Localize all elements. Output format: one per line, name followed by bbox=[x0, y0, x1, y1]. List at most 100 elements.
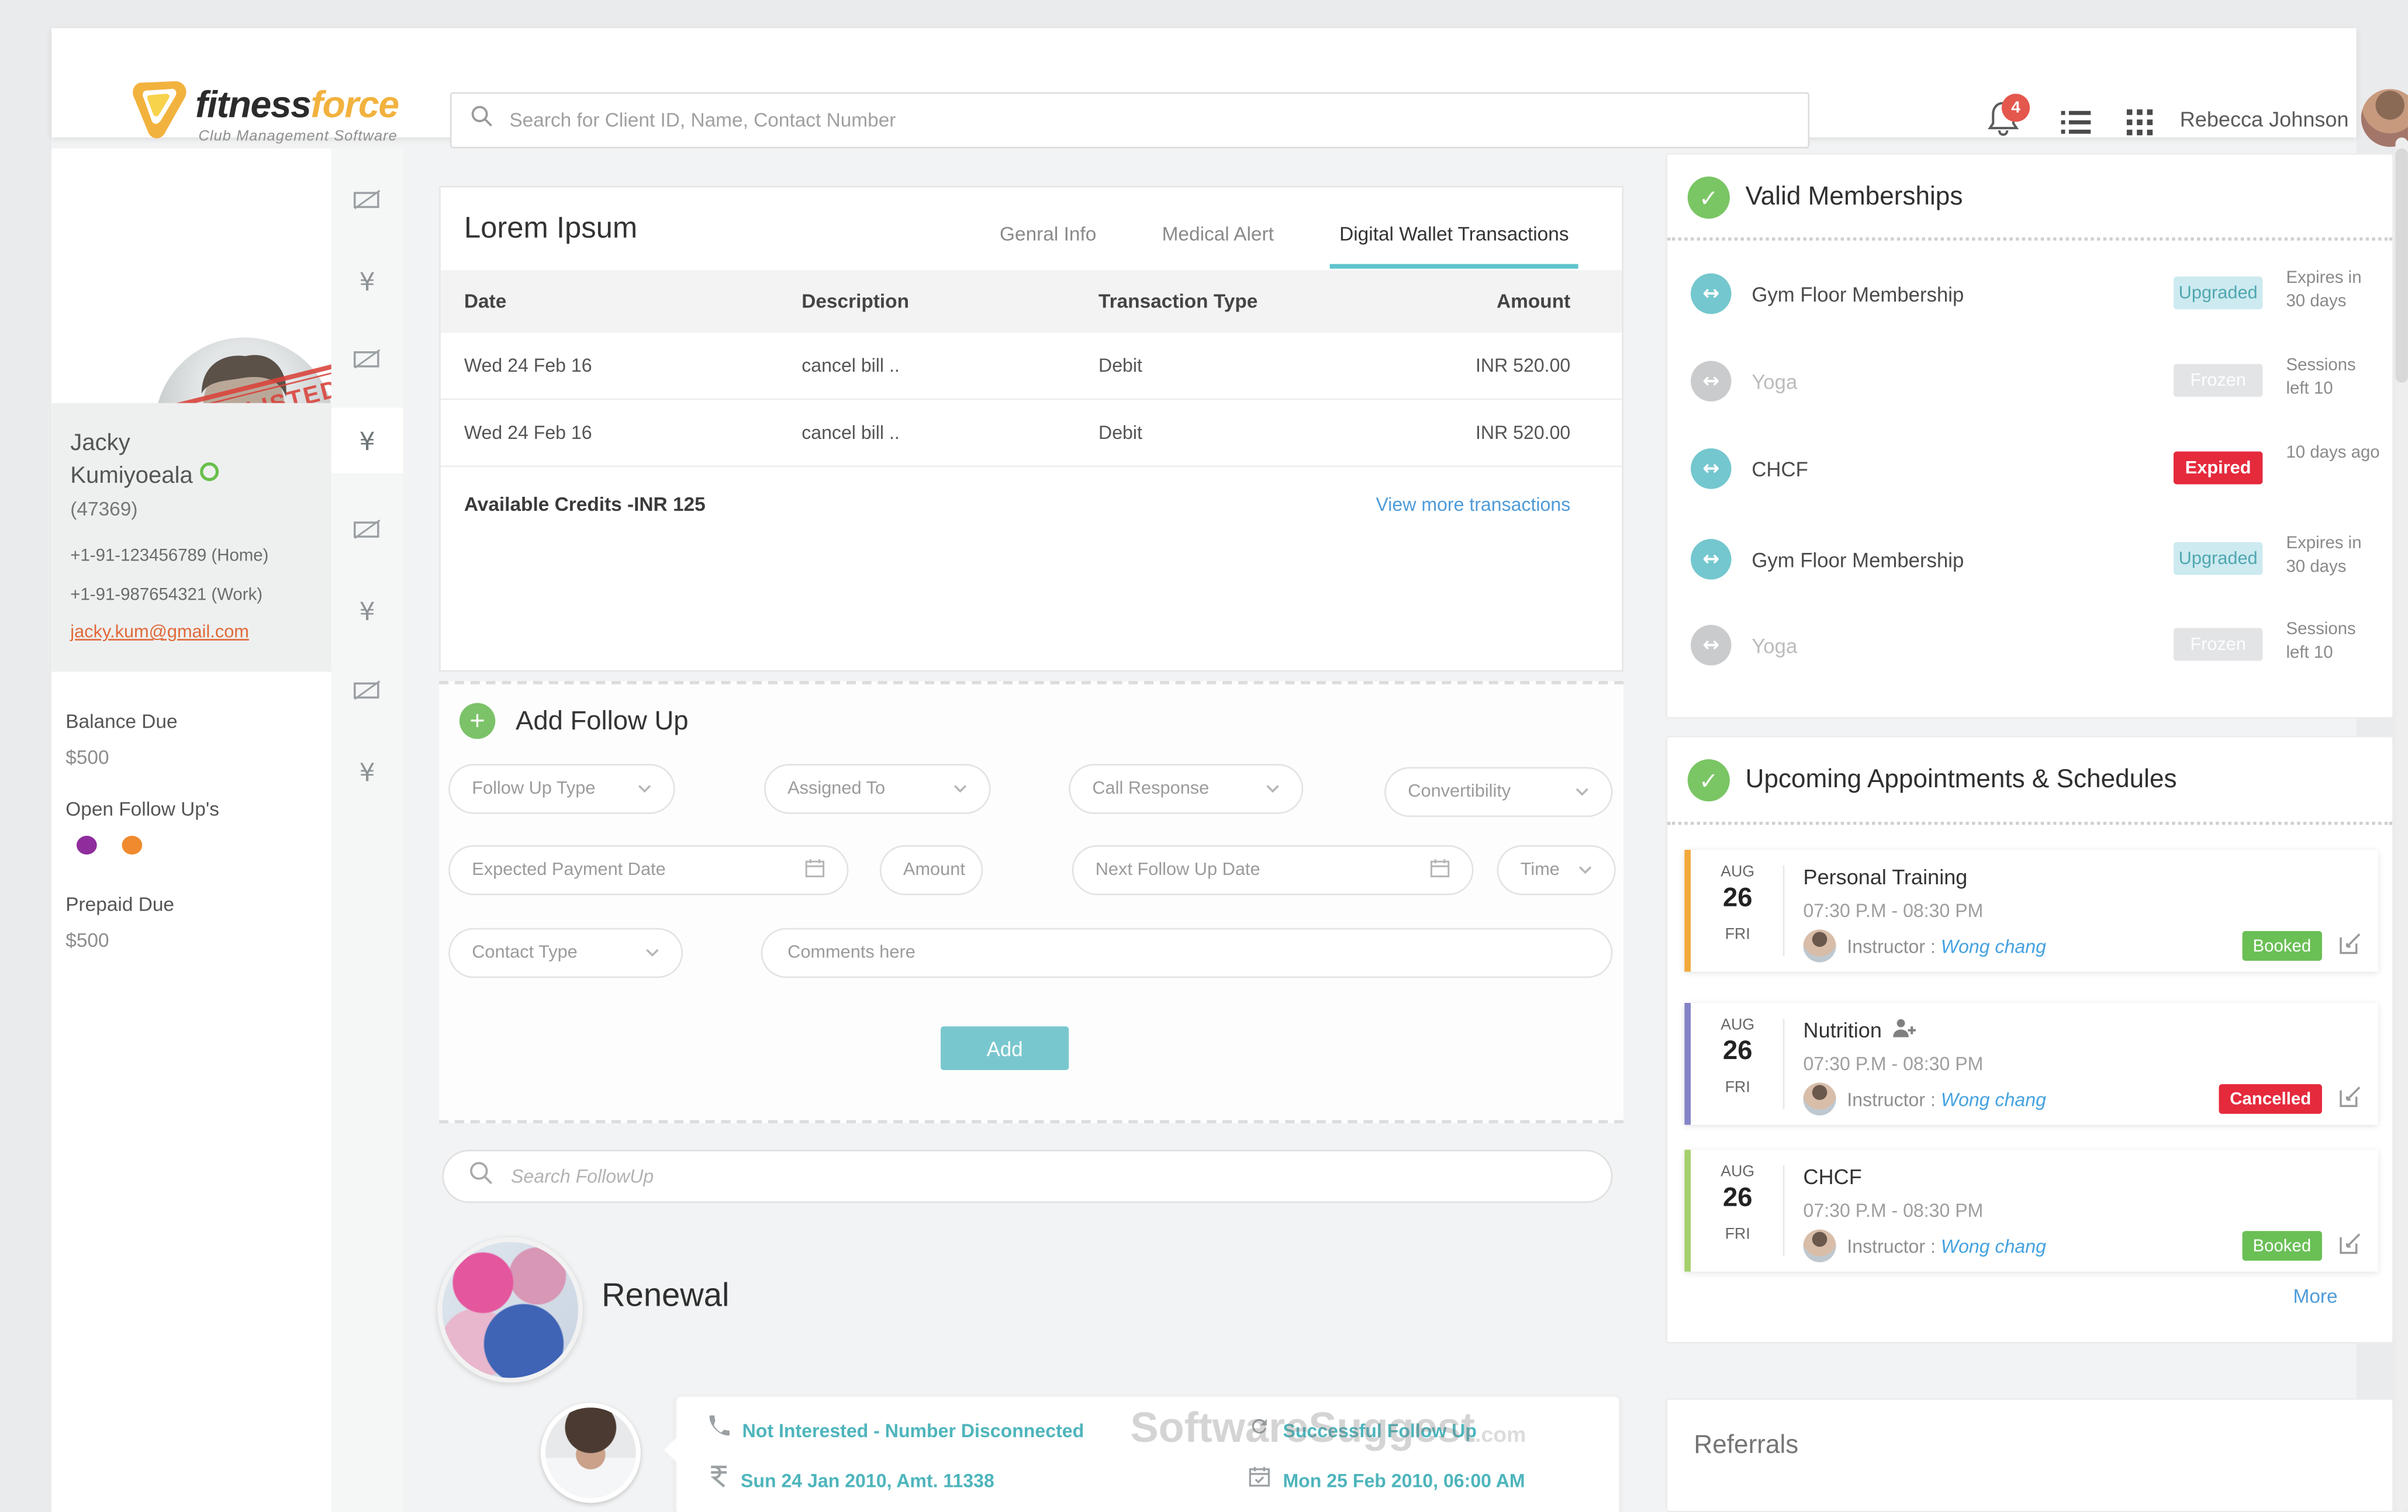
transfer-arrows-icon: ↔ bbox=[1691, 361, 1732, 402]
cell-date: Wed 24 Feb 16 bbox=[464, 421, 592, 444]
brand-name: fitnessforce bbox=[195, 84, 399, 128]
add-followup-button[interactable]: Add bbox=[941, 1026, 1069, 1070]
rail-card-disabled-icon-4[interactable] bbox=[331, 658, 403, 723]
followup-dot-purple[interactable] bbox=[76, 836, 97, 855]
appointment-name-text: Nutrition bbox=[1803, 1018, 1882, 1042]
edit-icon[interactable] bbox=[2339, 933, 2361, 963]
comments-field[interactable] bbox=[761, 928, 1613, 978]
chevron-down-icon bbox=[1578, 861, 1592, 880]
transfer-arrows-icon: ↔ bbox=[1691, 539, 1732, 580]
renewal-section-title: Renewal bbox=[602, 1278, 730, 1314]
client-details-card: Lorem Ipsum Genral Info Medical Alert Di… bbox=[439, 186, 1624, 672]
instructor-label: Instructor : bbox=[1847, 1089, 1941, 1111]
rail-payment-icon-2[interactable]: ¥ bbox=[331, 578, 403, 643]
table-header-row: Date Description Transaction Type Amount bbox=[440, 270, 1622, 333]
global-search[interactable] bbox=[450, 92, 1810, 148]
table-row[interactable]: Wed 24 Feb 16 cancel bill .. Debit INR 5… bbox=[440, 333, 1622, 400]
instructor-avatar bbox=[1803, 1229, 1836, 1262]
expected-payment-date-field[interactable]: Expected Payment Date bbox=[448, 845, 849, 895]
amount-label: Amount bbox=[903, 860, 965, 880]
appointment-status-badge: Booked bbox=[2241, 1231, 2322, 1261]
appointment-item[interactable]: AUG 26 FRI Nutrition 07:30 P.M - 08:30 P… bbox=[1684, 1003, 2379, 1125]
brand-logo-icon bbox=[130, 77, 189, 150]
followup-dot-orange[interactable] bbox=[122, 836, 143, 855]
client-last-name-text: Kumiyoeala bbox=[70, 462, 193, 489]
convertibility-select[interactable]: Convertibility bbox=[1384, 767, 1613, 817]
cell-description: cancel bill .. bbox=[801, 421, 900, 444]
edit-icon[interactable] bbox=[2339, 1233, 2361, 1262]
table-row[interactable]: Wed 24 Feb 16 cancel bill .. Debit INR 5… bbox=[440, 400, 1622, 468]
appointment-name: Nutrition bbox=[1804, 1019, 1916, 1042]
appointment-month: AUG bbox=[1721, 864, 1755, 881]
follow-up-type-select[interactable]: Follow Up Type bbox=[448, 764, 675, 814]
membership-row[interactable]: ↔ Gym Floor Membership Upgraded Expires … bbox=[1667, 258, 2392, 330]
next-follow-up-date-field[interactable]: Next Follow Up Date bbox=[1072, 845, 1474, 895]
membership-row[interactable]: ↔ Yoga Frozen Sessions left 10 bbox=[1667, 609, 2392, 681]
tab-medical-alert[interactable]: Medical Alert bbox=[1162, 223, 1274, 245]
list-view-button[interactable] bbox=[2061, 109, 2091, 144]
instructor-name-link[interactable]: Wong chang bbox=[1940, 1089, 2046, 1111]
col-date: Date bbox=[464, 290, 507, 313]
client-email-link[interactable]: jacky.kum@gmail.com bbox=[70, 623, 249, 642]
view-more-transactions-link[interactable]: View more transactions bbox=[1376, 493, 1571, 516]
search-followup-input[interactable] bbox=[507, 1164, 1586, 1189]
add-followup-header: + Add Follow Up bbox=[459, 703, 689, 739]
rail-payment-icon-1[interactable]: ¥ bbox=[331, 248, 403, 314]
followup-history-card[interactable]: Not Interested - Number Disconnected Suc… bbox=[664, 1395, 1621, 1512]
membership-name: Gym Floor Membership bbox=[1751, 548, 1964, 572]
appointment-name: CHCF bbox=[1803, 1165, 1862, 1189]
amount-field[interactable]: Amount bbox=[879, 845, 983, 895]
divider bbox=[1667, 821, 2393, 825]
contact-type-label: Contact Type bbox=[472, 943, 578, 963]
person-add-icon[interactable] bbox=[1893, 1019, 1916, 1042]
rail-payment-icon-active[interactable]: ¥ bbox=[331, 407, 403, 473]
appointment-status-badge: Booked bbox=[2241, 931, 2322, 961]
transfer-arrows-icon: ↔ bbox=[1691, 625, 1732, 666]
scrollbar-thumb[interactable] bbox=[2395, 148, 2408, 383]
instructor-name-link[interactable]: Wong chang bbox=[1940, 1236, 2046, 1258]
rail-card-disabled-icon-3[interactable] bbox=[331, 497, 403, 562]
comments-input[interactable] bbox=[784, 942, 1590, 964]
instructor-label: Instructor : bbox=[1847, 1236, 1941, 1258]
contact-type-select[interactable]: Contact Type bbox=[448, 928, 683, 978]
instructor-name-link[interactable]: Wong chang bbox=[1940, 936, 2046, 958]
client-phone-work: +1-91-987654321 (Work) bbox=[70, 586, 263, 605]
global-search-input[interactable] bbox=[506, 108, 1789, 133]
appointments-card: ✓ Upcoming Appointments & Schedules AUG … bbox=[1666, 735, 2394, 1344]
transfer-arrows-icon: ↔ bbox=[1691, 273, 1732, 314]
plus-icon[interactable]: + bbox=[459, 703, 496, 739]
appointment-item[interactable]: AUG 26 FRI Personal Training 07:30 P.M -… bbox=[1684, 850, 2379, 972]
notifications-button[interactable]: 4 bbox=[1986, 94, 2039, 150]
scrollbar-track[interactable] bbox=[2395, 137, 2408, 1512]
rail-payment-icon-3[interactable]: ¥ bbox=[331, 739, 403, 804]
tab-general-info[interactable]: Genral Info bbox=[1000, 223, 1097, 245]
appointment-status-badge: Cancelled bbox=[2219, 1084, 2322, 1114]
add-followup-title: Add Follow Up bbox=[516, 705, 689, 735]
rail-card-disabled-icon-2[interactable] bbox=[331, 327, 403, 392]
client-last-name: Kumiyoeala bbox=[70, 462, 220, 489]
membership-row[interactable]: ↔ Gym Floor Membership Upgraded Expires … bbox=[1667, 523, 2392, 595]
time-select[interactable]: Time bbox=[1497, 845, 1616, 895]
call-response-select[interactable]: Call Response bbox=[1069, 764, 1304, 814]
more-appointments-link[interactable]: More bbox=[2293, 1285, 2338, 1308]
edit-icon[interactable] bbox=[2339, 1086, 2361, 1116]
valid-memberships-title: Valid Memberships bbox=[1745, 182, 1963, 211]
rail-card-disabled-icon-1[interactable] bbox=[331, 167, 403, 233]
appointment-item[interactable]: AUG 26 FRI CHCF 07:30 P.M - 08:30 PM Ins… bbox=[1684, 1150, 2379, 1272]
followup-call-response: Not Interested - Number Disconnected bbox=[742, 1419, 1084, 1441]
tab-digital-wallet-transactions[interactable]: Digital Wallet Transactions bbox=[1330, 223, 1578, 269]
followup-next-date: Mon 25 Feb 2010, 06:00 AM bbox=[1283, 1469, 1525, 1492]
followup-contact-avatar bbox=[540, 1403, 641, 1503]
renewal-category-image bbox=[437, 1237, 583, 1383]
appointments-title: Upcoming Appointments & Schedules bbox=[1745, 765, 2177, 794]
yen-icon: ¥ bbox=[359, 425, 375, 456]
search-followup-box[interactable] bbox=[442, 1150, 1613, 1203]
apps-grid-button[interactable] bbox=[2126, 109, 2153, 144]
membership-status-badge: Frozen bbox=[2174, 364, 2263, 397]
user-avatar[interactable] bbox=[2361, 89, 2408, 147]
membership-note: 10 days ago bbox=[2286, 444, 2380, 463]
valid-memberships-card: ✓ Valid Memberships ↔ Gym Floor Membersh… bbox=[1666, 153, 2394, 719]
assigned-to-select[interactable]: Assigned To bbox=[764, 764, 991, 814]
membership-row[interactable]: ↔ CHCF Expired 10 days ago bbox=[1667, 433, 2392, 504]
membership-row[interactable]: ↔ Yoga Frozen Sessions left 10 bbox=[1667, 345, 2392, 417]
